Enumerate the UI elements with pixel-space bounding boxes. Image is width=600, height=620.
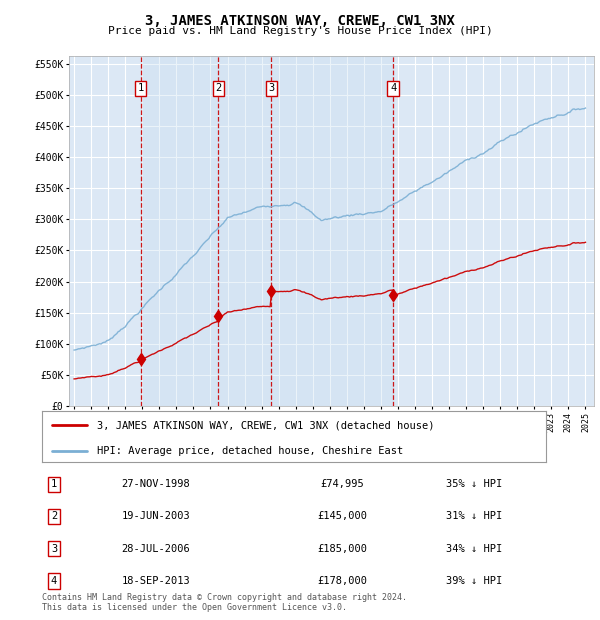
Text: 1: 1 <box>51 479 57 489</box>
Text: 2: 2 <box>51 512 57 521</box>
Text: HPI: Average price, detached house, Cheshire East: HPI: Average price, detached house, Ches… <box>97 446 404 456</box>
Text: 18-SEP-2013: 18-SEP-2013 <box>122 576 190 586</box>
Text: £145,000: £145,000 <box>317 512 367 521</box>
Text: Price paid vs. HM Land Registry's House Price Index (HPI): Price paid vs. HM Land Registry's House … <box>107 26 493 36</box>
Text: 39% ↓ HPI: 39% ↓ HPI <box>446 576 502 586</box>
Text: 27-NOV-1998: 27-NOV-1998 <box>122 479 190 489</box>
Text: 31% ↓ HPI: 31% ↓ HPI <box>446 512 502 521</box>
Text: £74,995: £74,995 <box>320 479 364 489</box>
Text: 4: 4 <box>390 84 397 94</box>
Text: 34% ↓ HPI: 34% ↓ HPI <box>446 544 502 554</box>
Text: 2: 2 <box>215 84 221 94</box>
Text: 3, JAMES ATKINSON WAY, CREWE, CW1 3NX: 3, JAMES ATKINSON WAY, CREWE, CW1 3NX <box>145 14 455 28</box>
Text: 4: 4 <box>51 576 57 586</box>
Text: £178,000: £178,000 <box>317 576 367 586</box>
Text: 35% ↓ HPI: 35% ↓ HPI <box>446 479 502 489</box>
Text: 1: 1 <box>137 84 144 94</box>
Text: 3: 3 <box>51 544 57 554</box>
Text: 3: 3 <box>268 84 274 94</box>
Text: £185,000: £185,000 <box>317 544 367 554</box>
Text: Contains HM Land Registry data © Crown copyright and database right 2024.
This d: Contains HM Land Registry data © Crown c… <box>42 593 407 612</box>
Text: 3, JAMES ATKINSON WAY, CREWE, CW1 3NX (detached house): 3, JAMES ATKINSON WAY, CREWE, CW1 3NX (d… <box>97 420 435 430</box>
Text: 19-JUN-2003: 19-JUN-2003 <box>122 512 190 521</box>
Bar <box>140 56 393 406</box>
Text: 28-JUL-2006: 28-JUL-2006 <box>122 544 190 554</box>
